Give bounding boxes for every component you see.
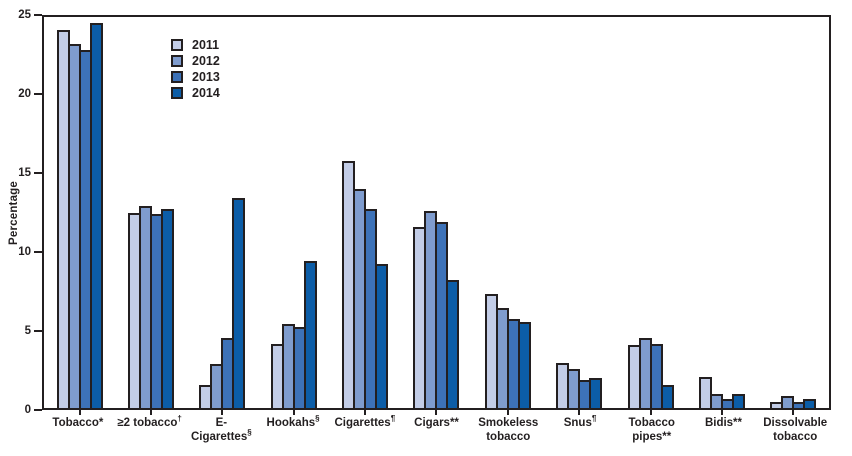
- x-tick-mark: [506, 410, 509, 415]
- y-tick-mark: [34, 14, 42, 16]
- y-tick-mark: [34, 172, 42, 174]
- x-category-label: Snus¶: [544, 414, 616, 445]
- x-category-label: Smokeless tobacco: [472, 417, 544, 445]
- bar-2014: [589, 378, 603, 408]
- bar-2011: [698, 376, 712, 408]
- x-category-label-text: Tobacco pipes**: [628, 417, 675, 443]
- bar-2014: [232, 198, 246, 408]
- bar-group: [258, 17, 329, 415]
- legend-label: 2012: [192, 53, 220, 68]
- x-tick-mark: [435, 410, 438, 415]
- x-category-label-footnote-symbol: ¶: [591, 414, 597, 424]
- y-tick-mark: [34, 409, 42, 411]
- x-category-label-text: Dissolvable tobacco: [763, 417, 828, 443]
- x-category-label-text: Smokeless tobacco: [478, 417, 539, 443]
- bar-group: [758, 17, 829, 415]
- x-tick-mark: [292, 410, 295, 415]
- legend-row: 2013: [171, 69, 220, 85]
- bar-2014: [446, 279, 460, 408]
- bar-2014: [161, 209, 175, 408]
- y-tick-label: 10: [18, 245, 31, 258]
- x-tick-mark: [578, 410, 581, 415]
- x-category-label-text: Tobacco*: [52, 417, 104, 429]
- bar-group: [615, 17, 686, 415]
- x-category-label: E-Cigarettes§: [185, 417, 257, 445]
- bar-2014: [517, 321, 531, 408]
- y-tick-mark: [34, 93, 42, 95]
- x-category-label: Tobacco pipes**: [616, 417, 688, 445]
- x-tick-mark: [78, 410, 81, 415]
- plot-area: [42, 15, 831, 415]
- bar-2014: [660, 384, 674, 408]
- x-tick-mark: [150, 410, 153, 415]
- bar-group: [44, 17, 115, 415]
- legend-swatch-2014: [171, 87, 183, 99]
- legend-swatch-2011: [171, 39, 183, 51]
- x-category-label-text: Hookahs: [266, 417, 316, 429]
- x-category-label-text: Cigars**: [414, 417, 459, 429]
- x-category-label: Cigars**: [401, 417, 473, 445]
- legend-label: 2013: [192, 69, 220, 84]
- x-category-label-footnote-symbol: ¶: [390, 414, 396, 424]
- x-category-label-footnote-symbol: §: [247, 427, 252, 437]
- y-tick-label: 15: [18, 166, 31, 179]
- x-category-label-text: Cigarettes: [334, 417, 391, 429]
- x-tick-mark: [221, 410, 224, 415]
- y-tick-label: 0: [24, 403, 31, 416]
- y-tick-label: 5: [24, 324, 31, 337]
- x-tick-mark: [649, 410, 652, 415]
- x-tick-mark: [792, 410, 795, 415]
- x-category-label: Cigarettes¶: [329, 414, 401, 445]
- x-category-label-text: Snus: [563, 417, 592, 429]
- legend-label: 2011: [192, 37, 220, 52]
- x-category-label-footnote-symbol: §: [315, 414, 320, 424]
- bar-2014: [303, 260, 317, 408]
- x-category-label: Bidis**: [688, 417, 760, 445]
- x-category-label-text: E-Cigarettes: [190, 417, 248, 443]
- bar-group: [187, 17, 258, 415]
- bar-group: [544, 17, 615, 415]
- x-category-label: Tobacco*: [42, 417, 114, 445]
- y-tick-mark: [34, 251, 42, 253]
- y-axis: 0 5 10 15 20 25: [0, 9, 42, 415]
- x-category-label: ≥2 tobacco†: [114, 414, 186, 445]
- bar-group: [401, 17, 472, 415]
- legend-row: 2012: [171, 53, 220, 69]
- x-category-label-footnote-symbol: †: [177, 414, 182, 424]
- bar-group: [329, 17, 400, 415]
- bar-group: [686, 17, 757, 415]
- y-tick-label: 25: [18, 8, 31, 21]
- legend-row: 2014: [171, 85, 220, 101]
- x-tick-mark: [720, 410, 723, 415]
- bar-2014: [731, 393, 745, 408]
- bar-2013: [649, 343, 663, 408]
- y-tick-mark: [34, 330, 42, 332]
- x-category-label-text: Bidis**: [704, 417, 743, 429]
- x-axis-labels: Tobacco* ≥2 tobacco† E-Cigarettes§ Hookahs§…: [42, 414, 831, 445]
- bar-2014: [803, 398, 817, 408]
- y-tick-label: 20: [18, 87, 31, 100]
- x-category-label-text: ≥2 tobacco: [117, 417, 178, 429]
- x-category-label: Dissolvable tobacco: [759, 417, 831, 445]
- bar-group: [472, 17, 543, 415]
- bar-group: [115, 17, 186, 415]
- legend: 2011 2012 2013 2014: [171, 37, 220, 101]
- legend-label: 2014: [192, 85, 220, 100]
- x-tick-mark: [364, 410, 367, 415]
- x-category-label: Hookahs§: [257, 414, 329, 445]
- legend-swatch-2013: [171, 71, 183, 83]
- bar-2014: [89, 23, 103, 408]
- legend-swatch-2012: [171, 55, 183, 67]
- legend-row: 2011: [171, 37, 220, 53]
- bar-2014: [375, 264, 389, 408]
